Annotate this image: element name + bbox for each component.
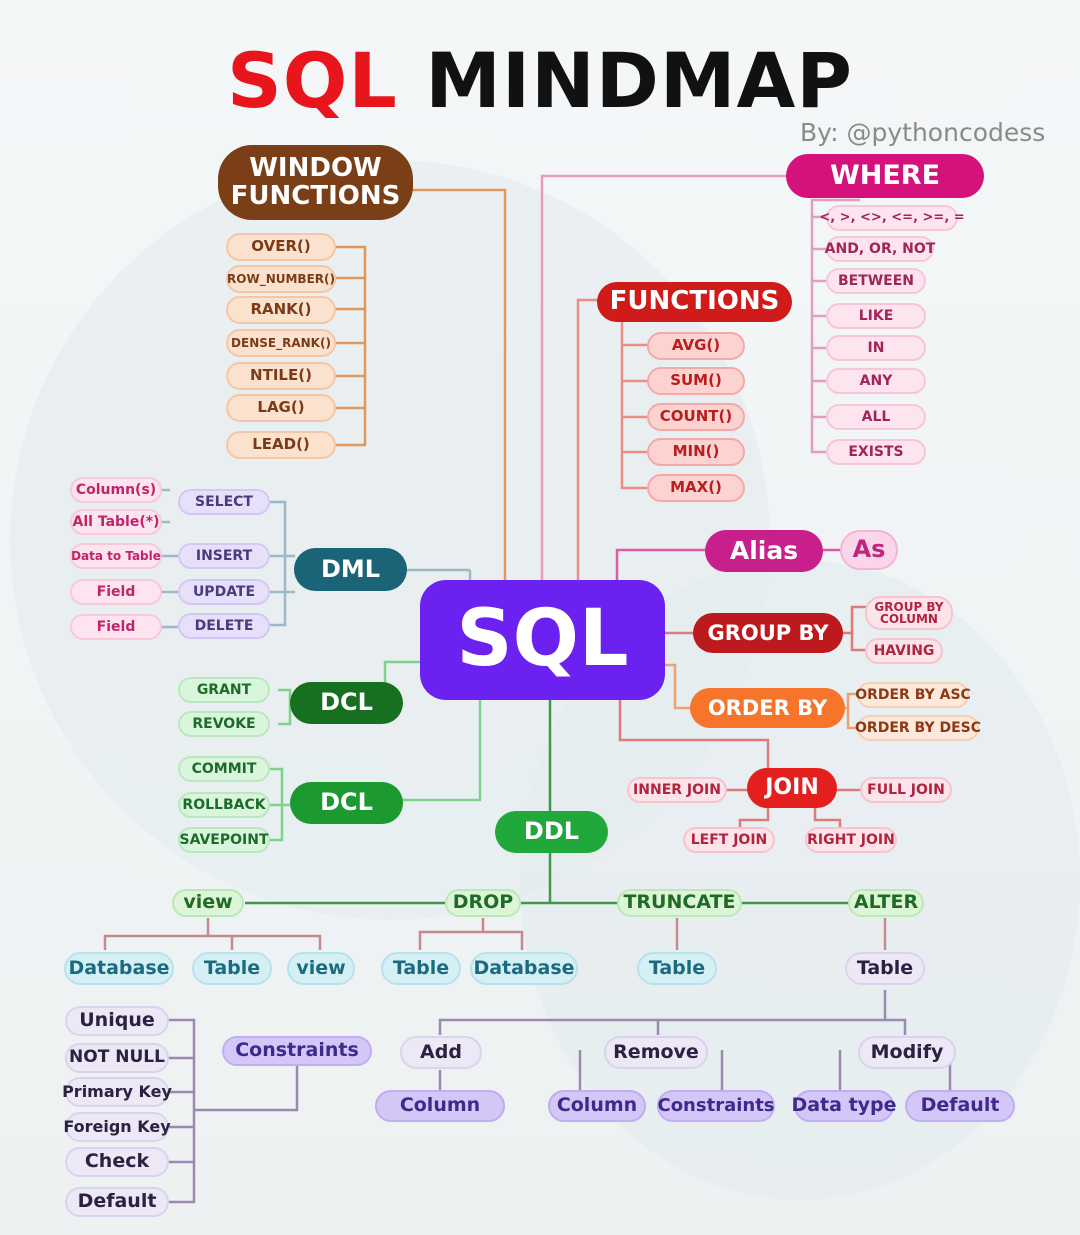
where-item-between: BETWEEN xyxy=(826,268,926,294)
window-functions-node: WINDOW FUNCTIONS xyxy=(218,145,413,220)
constraint-not-null: NOT NULL xyxy=(65,1043,169,1073)
alter-op-add: Add xyxy=(400,1036,482,1069)
dml-select: SELECT xyxy=(178,489,270,515)
window-fn-lead: LEAD() xyxy=(226,431,336,459)
view-target-view: view xyxy=(287,952,355,985)
constraints-node: Constraints xyxy=(222,1036,372,1066)
tcl-savepoint: SAVEPOINT xyxy=(178,827,270,853)
window-fn-dense-rank: DENSE_RANK() xyxy=(226,329,336,357)
functions-node: FUNCTIONS xyxy=(597,282,792,322)
join-node: JOIN xyxy=(747,768,837,808)
remove-constraints-item: Constraints xyxy=(657,1090,775,1122)
constraint-primary-key: Primary Key xyxy=(62,1077,172,1107)
drop-target-database: Database xyxy=(470,952,578,985)
window-fn-lag: LAG() xyxy=(226,394,336,422)
dcl-node: DCL xyxy=(290,682,403,724)
where-node: WHERE xyxy=(786,154,984,198)
constraint-check: Check xyxy=(65,1147,169,1177)
view-target-table: Table xyxy=(192,952,272,985)
remove-column-item: Column xyxy=(548,1090,646,1122)
window-fn-over: OVER() xyxy=(226,233,336,261)
constraint-default: Default xyxy=(65,1187,169,1217)
order-by-desc-item: ORDER BY DESC xyxy=(855,715,981,741)
group-by-column-item: GROUP BY COLUMN xyxy=(865,596,953,630)
where-item-exists: EXISTS xyxy=(826,439,926,465)
add-column-item: Column xyxy=(375,1090,505,1122)
where-item-in: IN xyxy=(826,335,926,361)
ddl-node: DDL xyxy=(495,811,608,853)
ddl-view: view xyxy=(172,889,244,917)
view-target-database: Database xyxy=(64,952,174,985)
dcl-revoke: REVOKE xyxy=(178,711,270,737)
having-item: HAVING xyxy=(865,638,943,664)
alter-op-remove: Remove xyxy=(604,1036,708,1069)
constraint-foreign-key: Foreign Key xyxy=(63,1112,171,1142)
drop-target-table: Table xyxy=(381,952,461,985)
order-by-asc-item: ORDER BY ASC xyxy=(855,682,971,708)
title-sql: SQL xyxy=(227,36,398,125)
dml-leaf-field: Field xyxy=(70,579,162,605)
sql-center-node: SQL xyxy=(420,580,665,700)
group-by-node: GROUP BY xyxy=(693,613,843,653)
where-item-operators: <, >, <>, <=, >=, = xyxy=(819,205,965,231)
modify-data-type-item: Data type xyxy=(791,1090,897,1122)
ddl-drop: DROP xyxy=(445,889,521,917)
dml-leaf-data-to-table: Data to Table xyxy=(70,543,162,569)
tcl-commit: COMMIT xyxy=(178,756,270,782)
function-count: COUNT() xyxy=(647,403,745,431)
inner-join-item: INNER JOIN xyxy=(627,777,727,803)
window-fn-rank: RANK() xyxy=(226,296,336,324)
dcl-transaction-node: DCL xyxy=(290,782,403,824)
function-avg: AVG() xyxy=(647,332,745,360)
byline: By: @pythoncodess xyxy=(800,118,1046,147)
constraint-unique: Unique xyxy=(65,1006,169,1036)
where-item-and-or-not: AND, OR, NOT xyxy=(825,236,935,262)
right-join-item: RIGHT JOIN xyxy=(805,827,897,853)
where-item-any: ANY xyxy=(826,368,926,394)
full-join-item: FULL JOIN xyxy=(860,777,952,803)
alias-node: Alias xyxy=(705,530,823,572)
ddl-truncate: TRUNCATE xyxy=(617,889,742,917)
modify-default-item: Default xyxy=(905,1090,1015,1122)
function-min: MIN() xyxy=(647,438,745,466)
dml-leaf-all-table: All Table(*) xyxy=(70,509,162,535)
function-max: MAX() xyxy=(647,474,745,502)
window-fn-ntile: NTILE() xyxy=(226,362,336,390)
alter-op-modify: Modify xyxy=(858,1036,956,1069)
alter-target-table: Table xyxy=(845,952,925,985)
dml-leaf-columns: Column(s) xyxy=(70,477,162,503)
dml-delete: DELETE xyxy=(178,613,270,639)
dcl-grant: GRANT xyxy=(178,677,270,703)
ddl-alter: ALTER xyxy=(848,889,924,917)
alias-as-node: As xyxy=(840,530,898,570)
window-fn-row-number: ROW_NUMBER() xyxy=(226,265,336,293)
title-mindmap: MINDMAP xyxy=(425,36,853,125)
dml-insert: INSERT xyxy=(178,543,270,569)
left-join-item: LEFT JOIN xyxy=(683,827,775,853)
dml-update: UPDATE xyxy=(178,579,270,605)
order-by-node: ORDER BY xyxy=(690,688,845,728)
where-item-like: LIKE xyxy=(826,303,926,329)
tcl-rollback: ROLLBACK xyxy=(178,792,270,818)
dml-leaf-field: Field xyxy=(70,614,162,640)
function-sum: SUM() xyxy=(647,367,745,395)
page-title: SQL MINDMAP xyxy=(0,36,1080,126)
truncate-target-table: Table xyxy=(637,952,717,985)
dml-node: DML xyxy=(294,548,407,591)
where-item-all: ALL xyxy=(826,404,926,430)
